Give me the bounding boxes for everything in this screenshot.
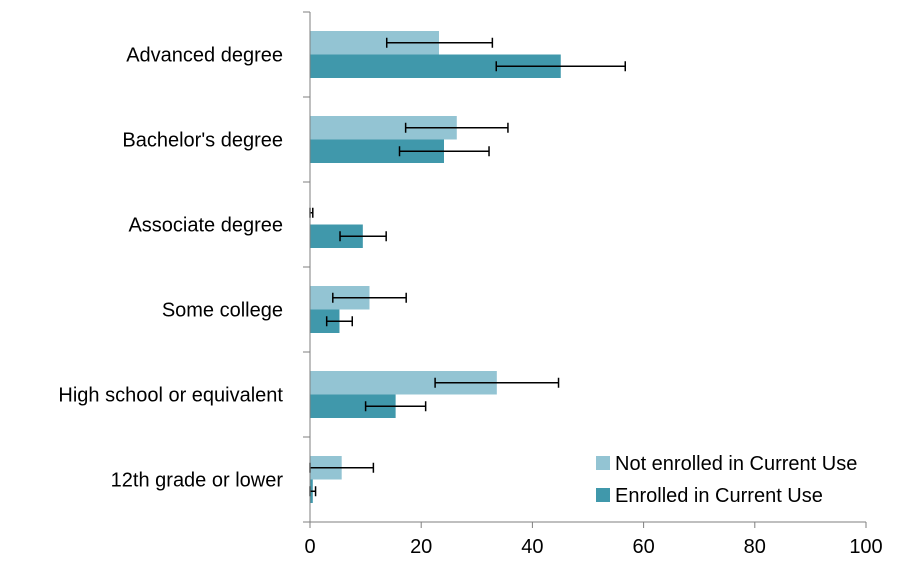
x-tick-label: 80 <box>744 536 766 558</box>
x-tick-label: 40 <box>521 536 543 558</box>
legend-label: Enrolled in Current Use <box>615 485 823 507</box>
bar-not-enrolled <box>310 116 457 140</box>
bar-enrolled <box>310 394 396 418</box>
bar-enrolled <box>310 224 363 248</box>
legend-label: Not enrolled in Current Use <box>615 453 857 475</box>
category-label: Advanced degree <box>126 45 283 67</box>
x-tick-label: 0 <box>304 536 315 558</box>
legend-swatch <box>596 456 610 470</box>
bar-enrolled <box>310 139 444 163</box>
x-tick-label: 20 <box>410 536 432 558</box>
category-label: Associate degree <box>128 215 283 237</box>
legend-swatch <box>596 488 610 502</box>
bar-enrolled <box>310 54 561 78</box>
bar-not-enrolled <box>310 371 497 395</box>
category-label: Some college <box>162 300 283 322</box>
category-label: High school or equivalent <box>58 385 283 407</box>
bar-not-enrolled <box>310 31 439 55</box>
category-label: Bachelor's degree <box>122 130 283 152</box>
category-label: 12th grade or lower <box>111 470 284 492</box>
x-tick-label: 60 <box>632 536 654 558</box>
bar-enrolled <box>310 309 340 333</box>
x-tick-label: 100 <box>849 536 882 558</box>
